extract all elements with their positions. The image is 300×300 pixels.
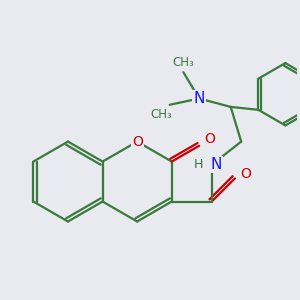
Text: O: O <box>132 135 142 148</box>
Text: CH₃: CH₃ <box>150 108 172 121</box>
Text: O: O <box>205 133 215 146</box>
Text: CH₃: CH₃ <box>172 56 194 69</box>
Text: N: N <box>210 157 222 172</box>
Text: H: H <box>194 158 203 171</box>
Text: N: N <box>194 91 205 106</box>
Text: O: O <box>240 167 251 181</box>
